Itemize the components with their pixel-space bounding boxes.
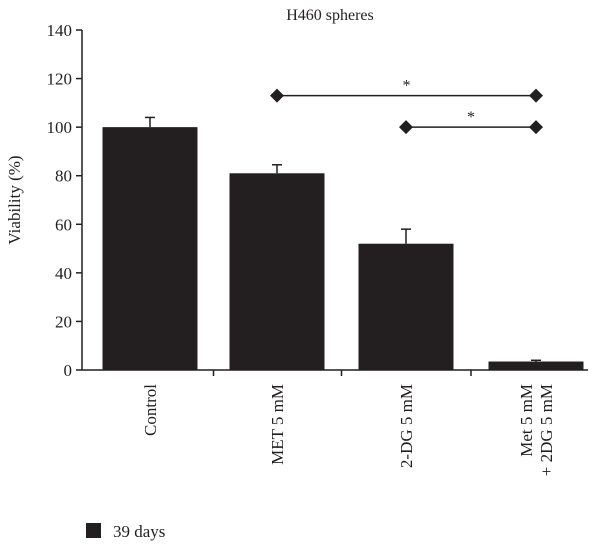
category-label: MET 5 mM xyxy=(268,384,287,465)
y-tick-label: 20 xyxy=(55,312,72,331)
y-tick-label: 120 xyxy=(47,70,73,89)
y-axis-label: Viability (%) xyxy=(5,155,24,244)
significance-label: * xyxy=(467,109,475,126)
category-label: + 2DG 5 mM xyxy=(537,384,556,476)
significance-marker xyxy=(529,120,543,135)
significance-marker xyxy=(270,88,284,103)
significance-marker xyxy=(399,120,413,135)
category-label: 2-DG 5 mM xyxy=(397,384,416,468)
category-label: Control xyxy=(141,384,160,436)
legend: 39 days xyxy=(86,522,165,541)
plot-area: 0 20 40 60 80 100 120 140 Control MET 5 mM 2-DG 5 … xyxy=(47,21,588,476)
bar xyxy=(358,243,454,370)
bar xyxy=(488,361,584,370)
y-tick-label: 140 xyxy=(47,21,73,40)
y-tick-label: 100 xyxy=(47,118,73,137)
y-tick-label: 60 xyxy=(55,215,72,234)
legend-label: 39 days xyxy=(113,522,165,541)
y-tick-label: 40 xyxy=(55,264,72,283)
significance-marker xyxy=(529,88,543,103)
category-label: Met 5 mM xyxy=(517,384,536,457)
chart-title: H460 spheres xyxy=(286,7,374,24)
bar xyxy=(102,127,198,371)
legend-swatch xyxy=(86,523,101,538)
bar xyxy=(229,173,325,370)
y-tick-label: 80 xyxy=(55,167,72,186)
y-tick-label: 0 xyxy=(64,361,73,380)
significance-label: * xyxy=(403,78,411,95)
